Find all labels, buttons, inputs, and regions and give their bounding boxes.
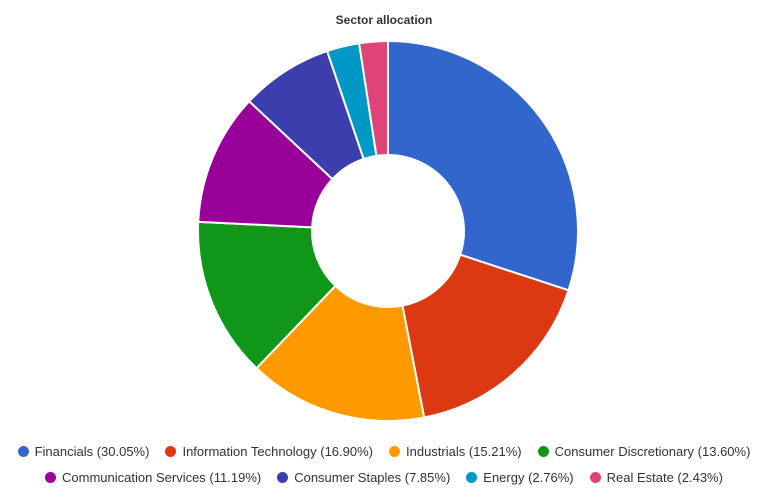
legend-row-1: Financials (30.05%) Information Technolo… bbox=[0, 444, 768, 459]
legend-label: Energy (2.76%) bbox=[483, 470, 574, 485]
legend-label: Real Estate (2.43%) bbox=[606, 470, 723, 485]
legend-label: Information Technology (16.90%) bbox=[182, 444, 373, 459]
legend-label: Consumer Discretionary (13.60%) bbox=[554, 444, 751, 459]
chart-title: Sector allocation bbox=[335, 13, 433, 27]
legend-marker bbox=[589, 472, 601, 483]
legend-marker bbox=[389, 446, 400, 457]
slice-information-technology[interactable] bbox=[401, 253, 570, 419]
slice-real-estate[interactable] bbox=[357, 39, 389, 158]
legend-item-consumer-discretionary[interactable]: Consumer Discretionary (13.60%) bbox=[537, 444, 751, 459]
legend-row-2: Communication Services (11.19%) Consumer… bbox=[0, 470, 768, 485]
slice-consumer-discretionary[interactable] bbox=[197, 220, 337, 370]
legend-item-consumer-staples[interactable]: Consumer Staples (7.85%) bbox=[277, 470, 450, 485]
legend-item-energy[interactable]: Energy (2.76%) bbox=[466, 470, 574, 485]
legend-marker bbox=[277, 472, 289, 483]
legend-label: Industrials (15.21%) bbox=[406, 444, 522, 459]
legend-item-communication-services[interactable]: Communication Services (11.19%) bbox=[45, 470, 261, 485]
slice-financials[interactable] bbox=[387, 39, 579, 292]
legend-item-industrials[interactable]: Industrials (15.21%) bbox=[389, 444, 522, 459]
legend-marker bbox=[45, 472, 57, 483]
legend-item-information-technology[interactable]: Information Technology (16.90%) bbox=[165, 444, 373, 459]
legend-label: Communication Services (11.19%) bbox=[62, 470, 262, 485]
legend-item-real-estate[interactable]: Real Estate (2.43%) bbox=[589, 470, 723, 485]
legend-marker bbox=[17, 446, 29, 457]
legend-item-financials[interactable]: Financials (30.05%) bbox=[17, 444, 150, 459]
donut-chart bbox=[197, 39, 579, 422]
slice-industrials[interactable] bbox=[255, 284, 426, 422]
legend-marker bbox=[165, 446, 177, 457]
legend-label: Financials (30.05%) bbox=[34, 444, 150, 459]
legend-label: Consumer Staples (7.85%) bbox=[294, 470, 451, 485]
legend-marker bbox=[537, 446, 549, 457]
legend-marker bbox=[466, 472, 478, 483]
